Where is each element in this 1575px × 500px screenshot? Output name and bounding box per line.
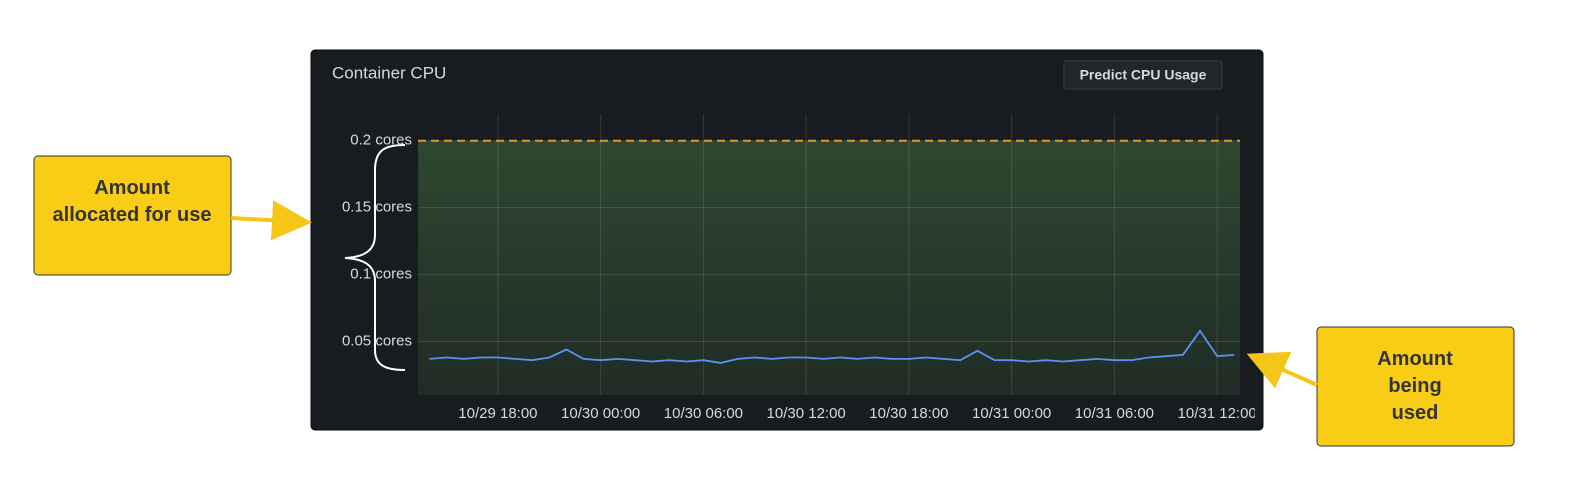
annotation-text: Amount allocated for use: [52, 177, 212, 226]
y-tick-label: 0.15 cores: [342, 199, 412, 216]
predict-button-label[interactable]: Predict CPU Usage: [1080, 67, 1207, 83]
annotation-arrow: [230, 200, 312, 241]
predict-button[interactable]: [1063, 60, 1223, 90]
panel-title: Container CPU: [332, 63, 446, 82]
x-tick-label: 10/30 18:00: [869, 405, 948, 422]
x-tick-label: 10/30 12:00: [767, 405, 846, 422]
brace: [344, 144, 406, 371]
y-tick-label: 0.05 cores: [342, 332, 412, 349]
annotation-box: [1316, 326, 1515, 447]
x-tick-label: 10/29 18:00: [458, 405, 537, 422]
annotation-box: [33, 155, 232, 276]
plot: 10/29 18:00 10/30 00:00 10/30 06:00 10/30 1…: [418, 114, 1257, 422]
x-tick-label: 10/30 00:00: [561, 405, 640, 422]
x-tick-label: 10/31 06:00: [1075, 405, 1154, 422]
y-tick-label: 0.1 cores: [350, 266, 412, 283]
annotation-text: Amount being used: [1377, 348, 1453, 424]
annotation-arrow: [1246, 351, 1318, 389]
x-tick-label: 10/31 12:00: [1178, 405, 1257, 422]
y-tick-label: 0.2 cores: [350, 132, 412, 149]
x-tick-label: 10/30 06:00: [664, 405, 743, 422]
x-tick-label: 10/31 00:00: [972, 405, 1051, 422]
cpu-line: [429, 329, 1235, 364]
allocated-area: [418, 140, 1240, 395]
